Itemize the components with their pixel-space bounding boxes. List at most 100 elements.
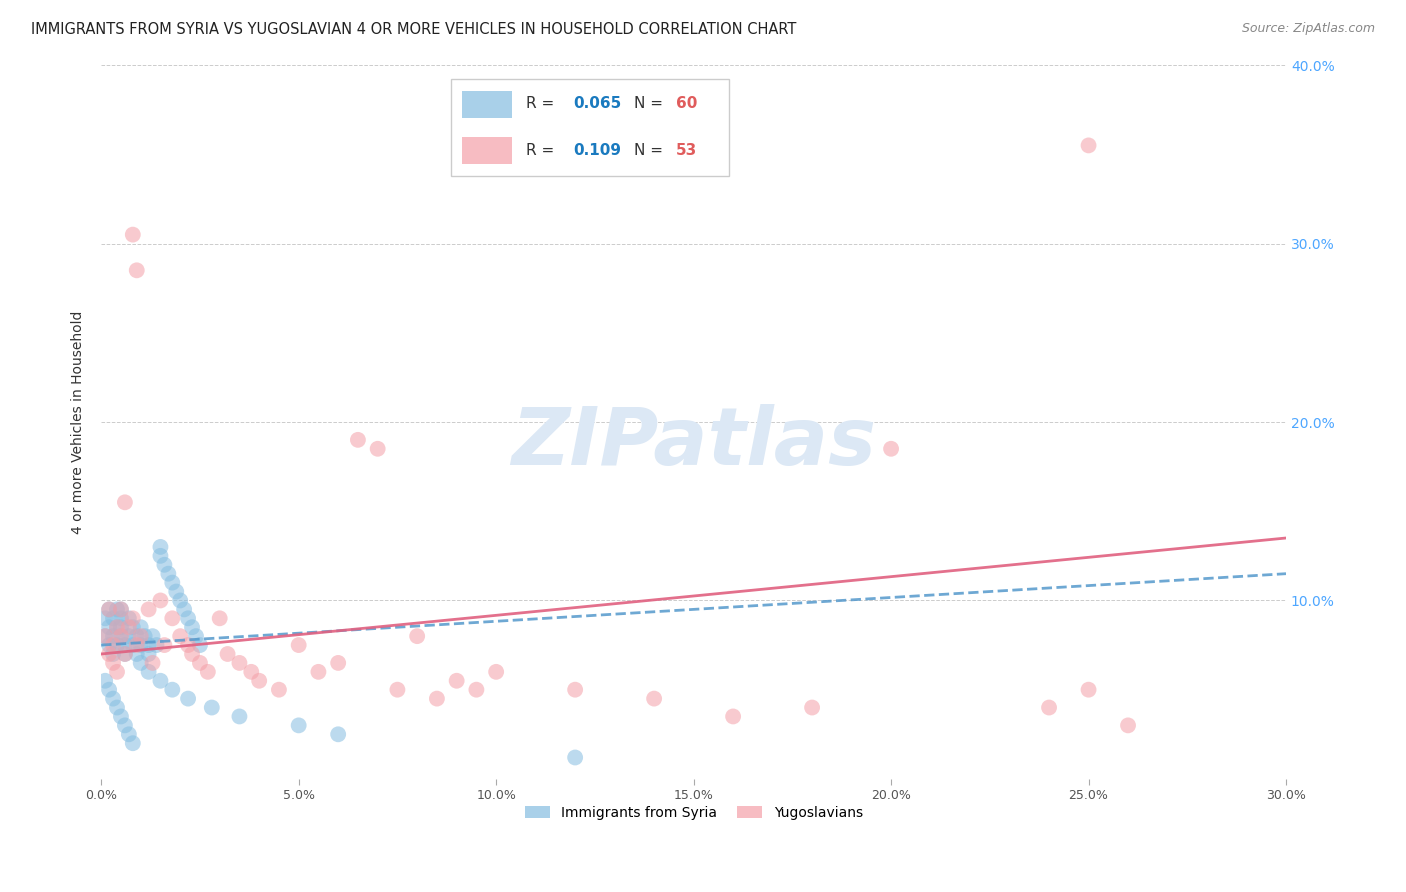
Text: Source: ZipAtlas.com: Source: ZipAtlas.com <box>1241 22 1375 36</box>
Point <box>801 700 824 714</box>
Text: IMMIGRANTS FROM SYRIA VS YUGOSLAVIAN 4 OR MORE VEHICLES IN HOUSEHOLD CORRELATION: IMMIGRANTS FROM SYRIA VS YUGOSLAVIAN 4 O… <box>31 22 796 37</box>
Point <box>129 656 152 670</box>
Point <box>110 611 132 625</box>
Point <box>118 620 141 634</box>
Point <box>110 709 132 723</box>
Point <box>101 629 124 643</box>
Point <box>287 638 309 652</box>
Point <box>105 602 128 616</box>
Point <box>228 656 250 670</box>
Point <box>125 263 148 277</box>
Point <box>110 629 132 643</box>
Point <box>125 629 148 643</box>
Point <box>98 620 121 634</box>
Point <box>125 647 148 661</box>
Point <box>142 629 165 643</box>
Point <box>101 611 124 625</box>
Point <box>101 638 124 652</box>
Point <box>125 638 148 652</box>
Point <box>267 682 290 697</box>
Point <box>181 647 204 661</box>
Point <box>121 638 143 652</box>
Point <box>446 673 468 688</box>
Point <box>328 656 350 670</box>
Point <box>287 718 309 732</box>
Point <box>564 682 586 697</box>
Point <box>98 682 121 697</box>
Point <box>105 620 128 634</box>
Point <box>169 593 191 607</box>
Point <box>240 665 263 679</box>
Point <box>105 700 128 714</box>
Point <box>1116 718 1139 732</box>
Point <box>247 673 270 688</box>
Point <box>121 611 143 625</box>
Point <box>177 638 200 652</box>
Point <box>367 442 389 456</box>
Point <box>465 682 488 697</box>
Point <box>145 638 167 652</box>
Point <box>149 540 172 554</box>
Point <box>347 433 370 447</box>
Point <box>188 656 211 670</box>
Point <box>208 611 231 625</box>
Point <box>98 647 121 661</box>
Point <box>564 750 586 764</box>
Point <box>169 629 191 643</box>
Point <box>94 629 117 643</box>
Point <box>101 656 124 670</box>
Point <box>129 620 152 634</box>
Point <box>101 647 124 661</box>
Point <box>157 566 180 581</box>
Point <box>1038 700 1060 714</box>
Point <box>153 558 176 572</box>
Point <box>165 584 187 599</box>
Point <box>721 709 744 723</box>
Point <box>121 620 143 634</box>
Point <box>129 638 152 652</box>
Point <box>114 647 136 661</box>
Point <box>94 673 117 688</box>
Point <box>149 549 172 563</box>
Point <box>149 673 172 688</box>
Point <box>162 682 184 697</box>
Point <box>643 691 665 706</box>
Point <box>114 718 136 732</box>
Point <box>177 611 200 625</box>
Point <box>138 638 160 652</box>
Point <box>134 629 156 643</box>
Point <box>94 629 117 643</box>
Point <box>149 593 172 607</box>
Point <box>105 638 128 652</box>
Point <box>197 665 219 679</box>
Point <box>118 727 141 741</box>
Point <box>387 682 409 697</box>
Point <box>121 227 143 242</box>
Point <box>110 629 132 643</box>
Point <box>118 629 141 643</box>
Legend: Immigrants from Syria, Yugoslavians: Immigrants from Syria, Yugoslavians <box>519 800 869 825</box>
Point <box>105 665 128 679</box>
Point <box>138 647 160 661</box>
Point <box>188 638 211 652</box>
Point <box>118 611 141 625</box>
Text: ZIPatlas: ZIPatlas <box>512 404 876 483</box>
Point <box>138 602 160 616</box>
Point <box>228 709 250 723</box>
Point <box>110 602 132 616</box>
Point <box>98 602 121 616</box>
Point <box>217 647 239 661</box>
Point <box>162 611 184 625</box>
Point <box>138 665 160 679</box>
Point <box>110 602 132 616</box>
Point <box>201 700 224 714</box>
Point <box>162 575 184 590</box>
Y-axis label: 4 or more Vehicles in Household: 4 or more Vehicles in Household <box>72 310 86 533</box>
Point <box>98 638 121 652</box>
Point <box>114 495 136 509</box>
Point <box>173 602 195 616</box>
Point <box>105 620 128 634</box>
Point <box>94 611 117 625</box>
Point <box>307 665 329 679</box>
Point <box>880 442 903 456</box>
